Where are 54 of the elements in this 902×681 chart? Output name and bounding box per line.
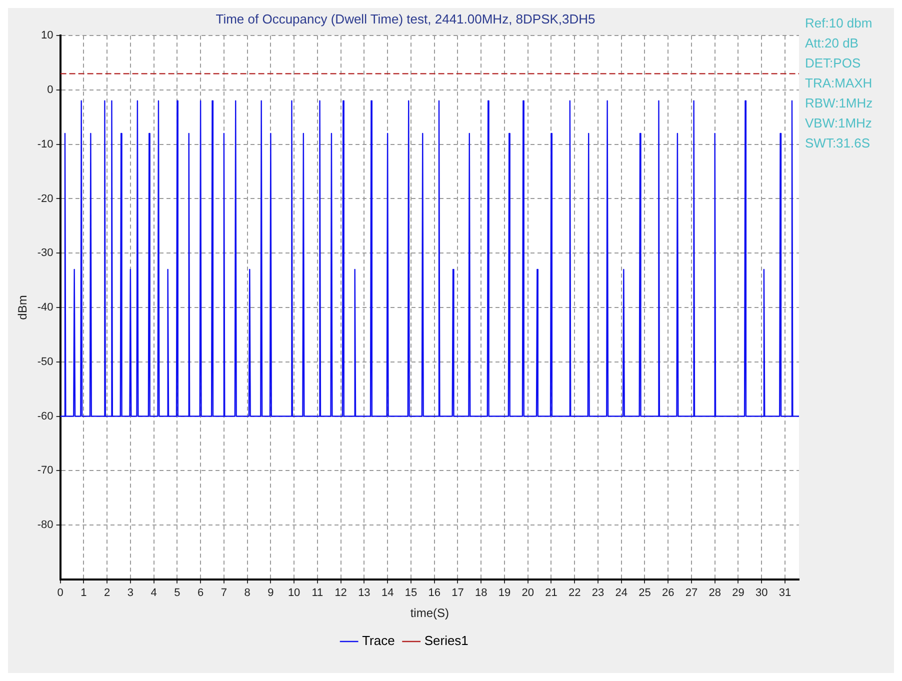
y-tick-label: -50 [37,356,54,368]
x-tick-label: 5 [174,587,180,600]
x-tick-label: 22 [568,587,581,600]
x-tick-label: 9 [268,587,274,600]
text: SWT:31.6S [805,136,870,151]
y-tick-label: -30 [37,247,54,260]
x-tick-label: 29 [732,587,744,600]
x-tick-label: 19 [498,587,511,600]
x-tick-label: 25 [638,587,651,600]
y-tick-label: -80 [37,519,54,532]
text: RBW:1MHz [805,96,873,111]
x-tick-label: 2 [104,587,110,600]
text: Att:20 dB [805,36,858,51]
x-tick-label: 17 [452,587,464,600]
y-tick-label: -10 [37,138,54,150]
x-tick-label: 14 [381,587,394,600]
x-tick-label: 8 [244,587,250,600]
y-tick-label: 10 [41,30,54,42]
y-tick-label: 0 [47,84,54,96]
y-tick-label: -70 [37,464,54,477]
text: Ref:10 dbm [805,16,872,31]
x-axis-title: time(S) [410,606,449,620]
x-tick-label: 21 [545,587,558,600]
x-tick-label: 16 [428,587,440,600]
x-tick-label: 18 [474,587,488,600]
text: VBW:1MHz [805,116,872,131]
x-tick-label: 11 [312,587,324,600]
legend-label: Trace [362,633,395,648]
y-axis-title: dBm [16,295,30,320]
text: DET:POS [805,56,861,71]
chart-title: Time of Occupancy (Dwell Time) test, 2441.00MHz, 8DPSK,3DH5 [216,11,596,26]
x-tick-label: 30 [755,587,768,600]
x-tick-label: 31 [778,587,792,600]
x-tick-label: 1 [80,587,87,600]
x-tick-label: 13 [358,587,370,600]
x-tick-label: 7 [220,587,227,600]
x-tick-label: 10 [288,587,300,600]
x-tick-label: 3 [127,587,134,600]
x-tick-label: 0 [57,587,64,600]
y-tick-label: -20 [37,192,54,205]
x-tick-label: 15 [404,587,418,600]
text: TRA:MAXH [805,76,872,91]
x-tick-label: 28 [708,587,721,600]
y-tick-label: -60 [37,410,54,422]
x-tick-label: 6 [197,587,204,600]
y-tick-label: -40 [37,302,54,314]
x-tick-label: 20 [522,587,534,600]
x-tick-label: 26 [662,587,674,600]
x-tick-label: 27 [685,587,698,600]
x-tick-label: 12 [334,587,347,600]
x-tick-label: 23 [592,587,604,600]
x-tick-label: 4 [150,587,157,600]
legend-label: Series1 [424,633,468,648]
x-tick-label: 24 [615,587,628,600]
